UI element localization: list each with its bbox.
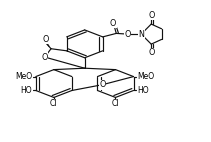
Text: O: O xyxy=(43,35,49,44)
Text: MeO: MeO xyxy=(137,72,154,81)
Text: Cl: Cl xyxy=(112,99,119,108)
Text: O: O xyxy=(110,19,116,28)
Text: O: O xyxy=(42,53,48,62)
Text: N: N xyxy=(138,30,144,39)
Text: HO: HO xyxy=(137,86,149,95)
Text: O: O xyxy=(100,80,106,89)
Text: O: O xyxy=(148,48,154,57)
Text: MeO: MeO xyxy=(15,72,32,81)
Text: O: O xyxy=(148,11,154,20)
Text: HO: HO xyxy=(21,86,32,95)
Text: Cl: Cl xyxy=(50,99,58,108)
Text: O: O xyxy=(124,30,131,39)
